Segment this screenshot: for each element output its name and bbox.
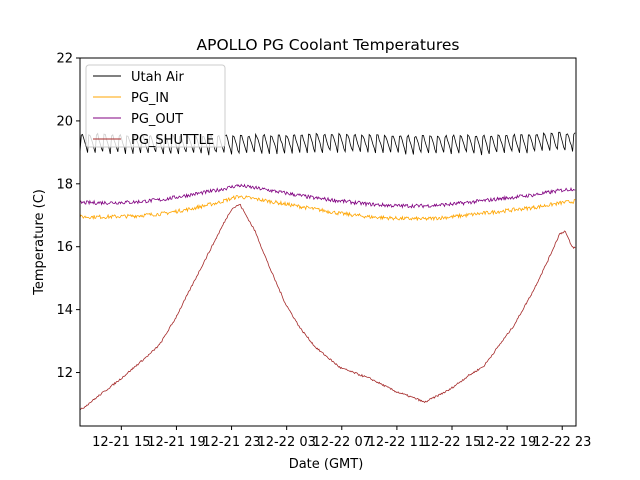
x-tick-label: 12-22 03 — [257, 435, 315, 450]
series-line-utah-air — [80, 131, 576, 156]
chart-title: APOLLO PG Coolant Temperatures — [197, 36, 460, 54]
y-tick-label: 18 — [56, 177, 73, 192]
y-tick-label: 16 — [56, 240, 73, 255]
x-tick-label: 12-21 15 — [92, 435, 150, 450]
x-tick-label: 12-21 23 — [202, 435, 260, 450]
series-line-pg-out — [80, 183, 576, 209]
legend: Utah Air PG_IN PG_OUT PG_SHUTTLE — [85, 64, 226, 148]
legend-label: PG_SHUTTLE — [131, 133, 214, 148]
y-tick-label: 20 — [56, 114, 73, 129]
y-axis-title: Temperature (C) — [32, 189, 47, 296]
y-tick-label: 12 — [56, 366, 73, 381]
y-tick-label: 14 — [56, 303, 73, 318]
legend-label: Utah Air — [131, 70, 184, 85]
series-layer — [80, 131, 576, 411]
x-tick-label: 12-22 07 — [313, 435, 371, 450]
legend-label: PG_IN — [131, 91, 169, 106]
legend-box — [85, 64, 226, 148]
y-axis: 12 14 16 18 20 22 — [56, 52, 80, 381]
y-tick-label: 22 — [56, 52, 73, 67]
x-tick-label: 12-22 11 — [368, 435, 426, 450]
series-line-pg-shuttle — [80, 203, 576, 411]
x-axis-title: Date (GMT) — [289, 457, 364, 472]
x-tick-label: 12-21 19 — [147, 435, 205, 450]
plot-frame — [79, 57, 577, 427]
x-tick-label: 12-22 19 — [478, 435, 536, 450]
legend-label: PG_OUT — [131, 112, 183, 127]
x-tick-label: 12-22 23 — [533, 435, 591, 450]
x-tick-label: 12-22 15 — [423, 435, 481, 450]
series-line-pg-in — [80, 195, 576, 222]
